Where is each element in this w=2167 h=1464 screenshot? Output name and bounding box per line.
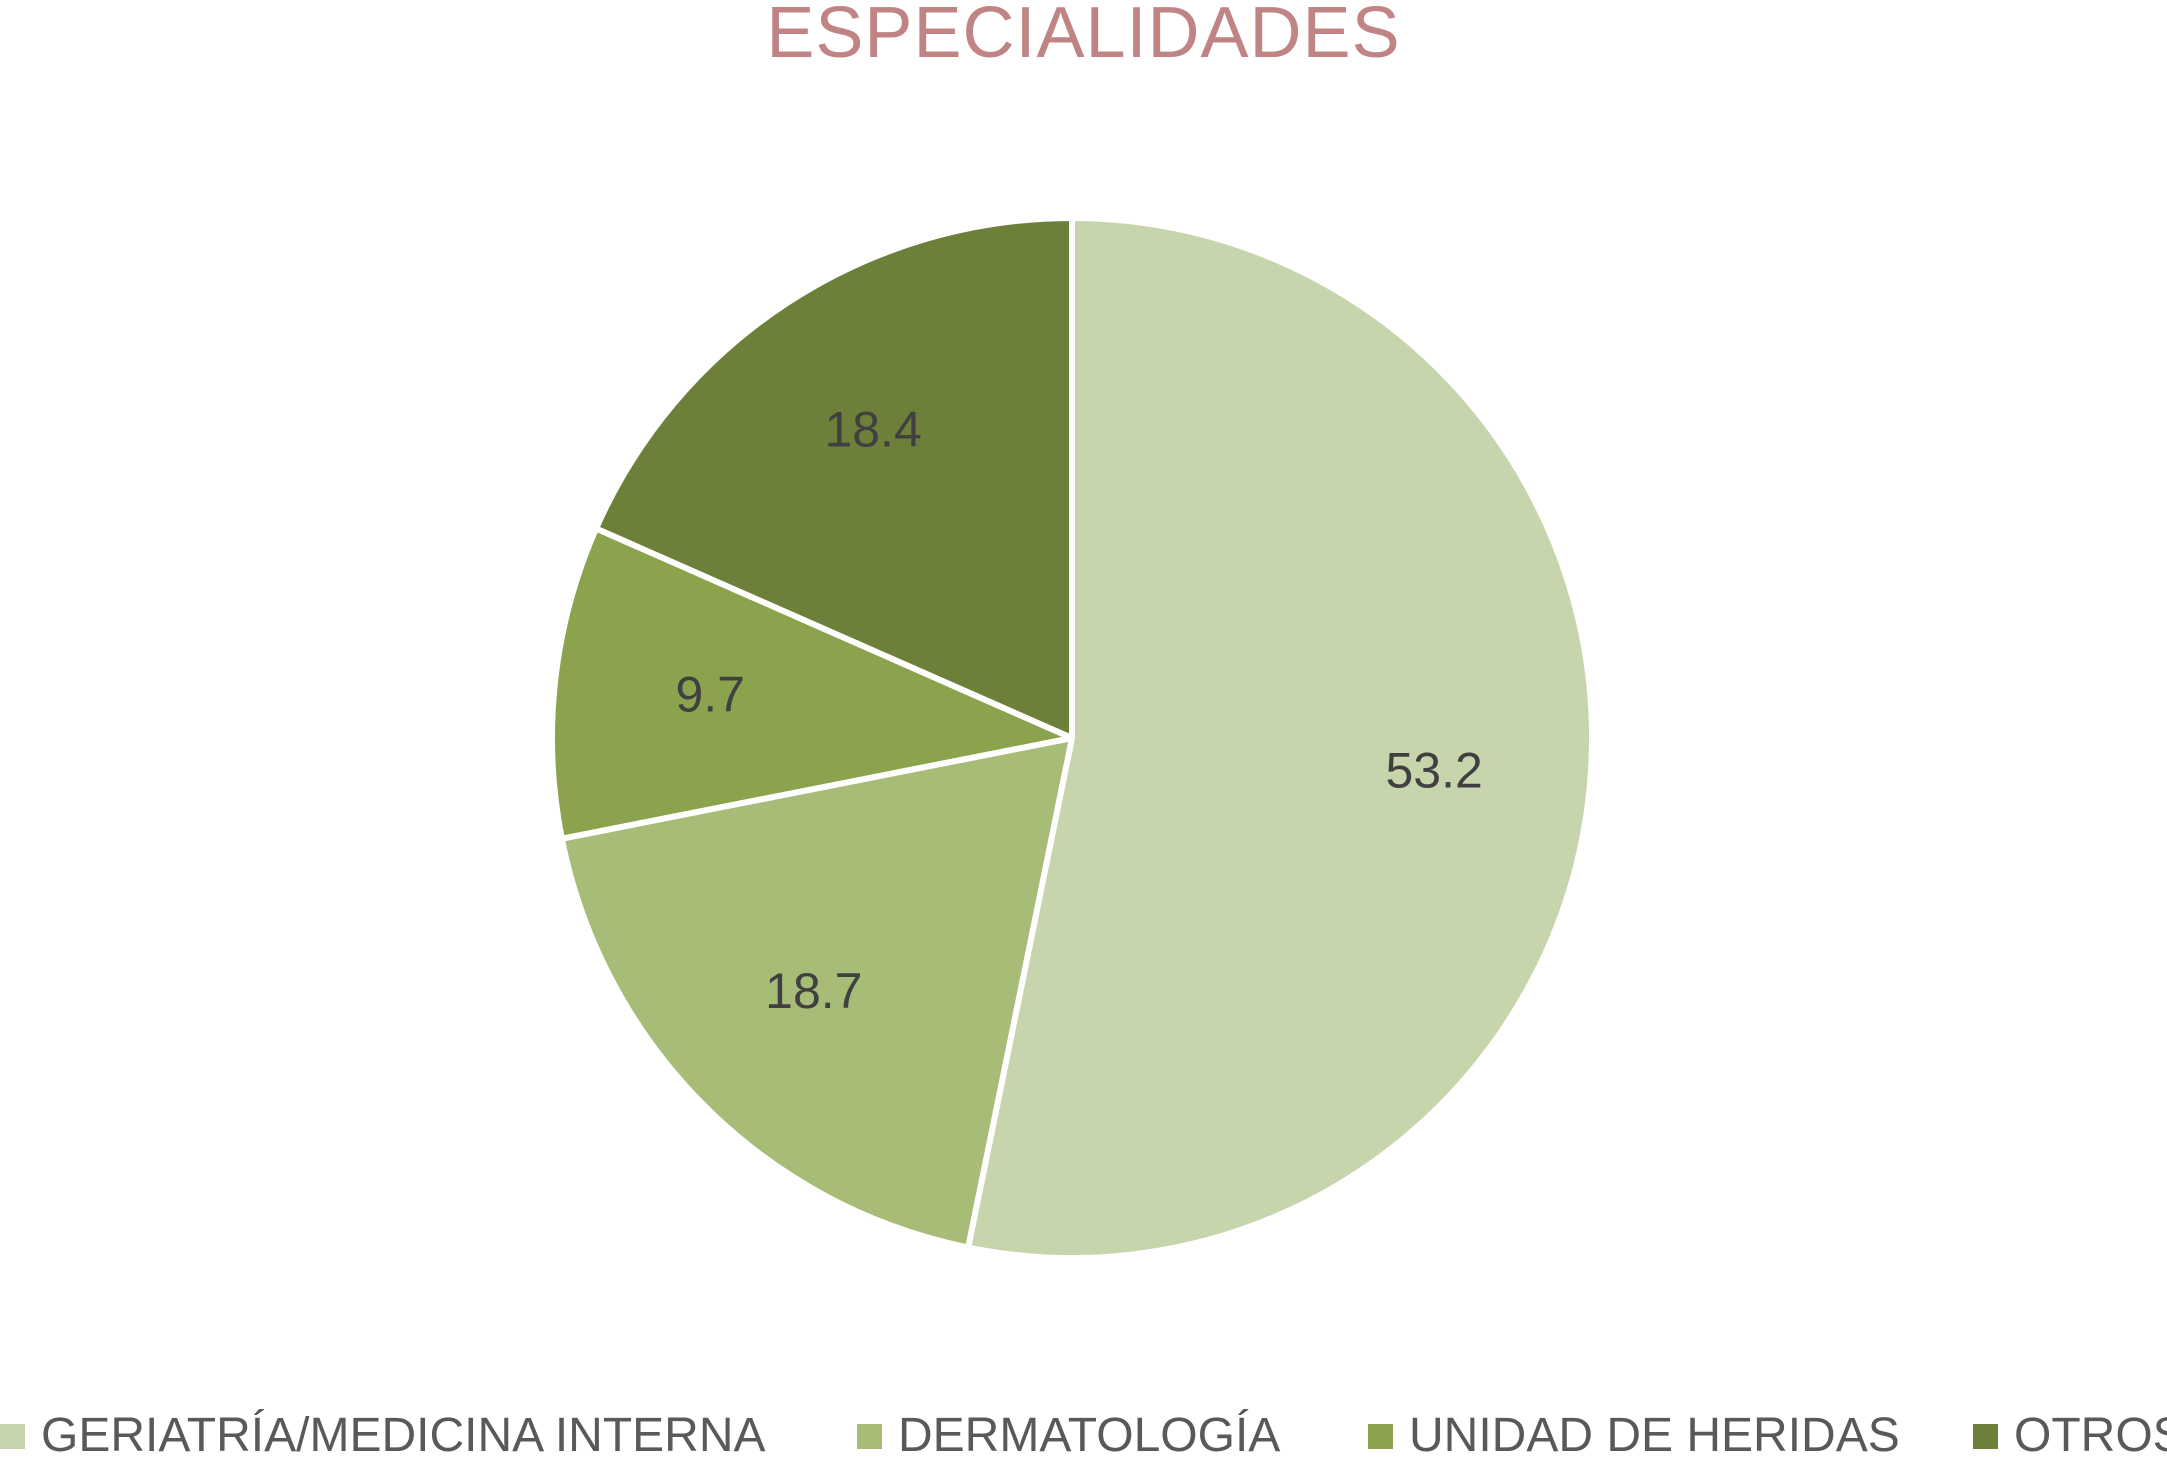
pie-slice-unidad-heridas bbox=[549, 525, 1075, 842]
legend-label-otros: OTROS bbox=[2014, 1409, 2167, 1462]
data-label-dermatologia: 18.7 bbox=[765, 963, 862, 1019]
pie-slice-dermatologia bbox=[558, 735, 1075, 1251]
legend-label-dermatologia: DERMATOLOGÍA bbox=[898, 1409, 1281, 1462]
legend-item-otros: OTROS bbox=[1973, 1408, 2167, 1464]
pie-slices bbox=[549, 215, 1596, 1261]
legend-swatch-unidad-heridas bbox=[1368, 1423, 1393, 1449]
legend-swatch-dermatologia bbox=[857, 1423, 882, 1449]
data-label-geriatria: 53.2 bbox=[1385, 743, 1482, 799]
legend-label-unidad-heridas: UNIDAD DE HERIDAS bbox=[1409, 1409, 1900, 1462]
chart-legend: GERIATRÍA/MEDICINA INTERNA DERMATOLOGÍA … bbox=[0, 1408, 2167, 1464]
legend-item-geriatria: GERIATRÍA/MEDICINA INTERNA bbox=[0, 1408, 766, 1464]
legend-item-unidad-heridas: UNIDAD DE HERIDAS bbox=[1368, 1408, 1900, 1464]
pie-data-labels: 53.2 18.7 9.7 18.4 bbox=[675, 401, 1482, 1018]
legend-item-dermatologia: DERMATOLOGÍA bbox=[857, 1408, 1280, 1464]
legend-swatch-geriatria bbox=[0, 1423, 25, 1449]
chart-title: ESPECIALIDADES bbox=[766, 0, 1401, 73]
data-label-unidad-heridas: 9.7 bbox=[675, 666, 745, 722]
pie-slice-geriatria bbox=[965, 215, 1596, 1261]
legend-label-geriatria: GERIATRÍA/MEDICINA INTERNA bbox=[41, 1409, 766, 1462]
pie-slice-otros bbox=[593, 215, 1075, 741]
data-label-otros: 18.4 bbox=[824, 401, 921, 457]
legend-swatch-otros bbox=[1973, 1423, 1998, 1449]
